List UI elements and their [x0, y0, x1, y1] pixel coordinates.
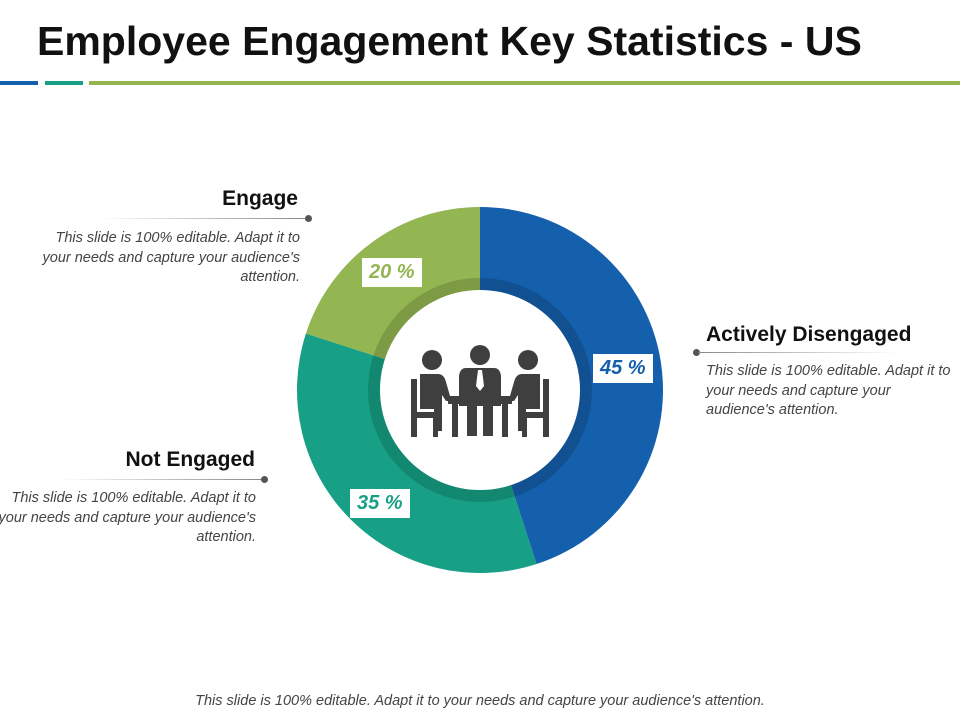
callout-title-engage: Engage — [222, 187, 298, 210]
callout-text-engage: This slide is 100% editable. Adapt it to… — [42, 230, 301, 285]
meeting-people-icon — [411, 345, 549, 437]
title-accent-blue — [0, 81, 38, 85]
callout-line-not-engaged — [60, 479, 264, 480]
callout-text-disengaged: This slide is 100% editable. Adapt it to… — [706, 363, 951, 418]
callout-dot-engage — [305, 215, 312, 222]
slice-label-not-engaged: 35 % — [350, 489, 410, 518]
page-title: Employee Engagement Key Statistics - US — [37, 18, 862, 64]
slice-label-disengaged: 45 % — [593, 354, 653, 383]
slice-label-engage: 20 % — [362, 258, 422, 287]
callout-line-disengaged — [698, 352, 898, 353]
callout-text-not-engaged: This slide is 100% editable. Adapt it to… — [0, 490, 256, 545]
footer-note: This slide is 100% editable. Adapt it to… — [195, 693, 765, 709]
callout-dot-not-engaged — [261, 476, 268, 483]
callout-dot-disengaged — [693, 349, 700, 356]
callout-line-engage — [100, 218, 306, 219]
title-underline — [89, 81, 960, 85]
callout-title-disengaged: Actively Disengaged — [706, 323, 912, 346]
callout-title-not-engaged: Not Engaged — [125, 448, 256, 471]
title-accent-teal — [45, 81, 83, 85]
